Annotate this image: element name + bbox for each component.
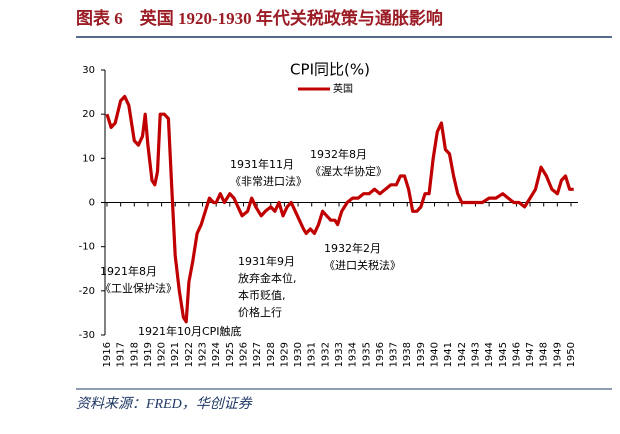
annotation: 1921年8月 bbox=[100, 264, 157, 278]
y-tick-label: -30 bbox=[79, 330, 95, 341]
x-tick-label: 1934 bbox=[348, 342, 359, 367]
chart-title: CPI同比(%) bbox=[290, 61, 370, 79]
x-tick-label: 1924 bbox=[211, 342, 222, 367]
header-title: 图表 6 英国 1920-1930 年代关税政策与通胀影响 bbox=[76, 8, 443, 28]
x-tick-label: 1938 bbox=[402, 342, 413, 367]
x-tick-label: 1936 bbox=[375, 342, 386, 367]
legend-label: 英国 bbox=[333, 82, 353, 95]
x-tick-label: 1942 bbox=[457, 342, 468, 367]
cpi-line bbox=[105, 94, 574, 324]
x-tick-label: 1940 bbox=[430, 342, 441, 367]
x-tick-label: 1948 bbox=[539, 342, 550, 367]
annotation: 1932年2月 bbox=[324, 241, 381, 255]
x-tick-label: 1931 bbox=[307, 342, 318, 367]
x-tick-label: 1926 bbox=[238, 342, 249, 367]
x-tick-label: 1921 bbox=[170, 342, 181, 367]
annotation: 1932年8月 bbox=[310, 147, 367, 161]
x-tick-label: 1928 bbox=[266, 342, 277, 367]
x-tick-label: 1918 bbox=[129, 342, 140, 367]
x-tick-label: 1946 bbox=[511, 342, 522, 367]
x-tick-label: 1920 bbox=[157, 342, 168, 367]
x-tick-label: 1945 bbox=[498, 342, 509, 367]
x-tick-label: 1937 bbox=[389, 342, 400, 367]
annotation: 本币贬值, bbox=[238, 288, 286, 302]
x-tick-label: 1933 bbox=[334, 342, 345, 367]
y-tick-label: 0 bbox=[89, 198, 95, 209]
y-tick-label: -10 bbox=[79, 242, 95, 253]
x-tick-label: 1923 bbox=[198, 342, 209, 367]
annotation: 放弃金本位, bbox=[238, 271, 297, 285]
x-tick-label: 1927 bbox=[252, 342, 263, 367]
x-tick-label: 1939 bbox=[416, 342, 427, 367]
annotation: 《非常进口法》 bbox=[230, 174, 307, 188]
x-tick-label: 1944 bbox=[484, 342, 495, 367]
x-tick-label: 1917 bbox=[116, 342, 127, 367]
x-tick-label: 1929 bbox=[279, 342, 290, 367]
source: 资料来源：FRED，华创证券 bbox=[76, 396, 253, 412]
x-tick-label: 1941 bbox=[443, 342, 454, 367]
x-tick-label: 1932 bbox=[320, 342, 331, 367]
x-tick-label: 1922 bbox=[184, 342, 195, 367]
annotation: 1921年10月CPI触底 bbox=[138, 324, 242, 338]
x-tick-label: 1916 bbox=[102, 342, 113, 367]
x-tick-label: 1925 bbox=[225, 342, 236, 367]
y-tick-label: -20 bbox=[79, 286, 95, 297]
x-tick-label: 1949 bbox=[552, 342, 563, 367]
y-tick-label: 10 bbox=[82, 153, 95, 164]
x-tick-label: 1935 bbox=[361, 342, 372, 367]
y-tick-label: 30 bbox=[82, 65, 95, 76]
x-tick-label: 1919 bbox=[143, 342, 154, 367]
annotation: 《工业保护法》 bbox=[100, 281, 177, 295]
annotation: 价格上行 bbox=[238, 305, 282, 319]
x-tick-label: 1943 bbox=[470, 342, 481, 367]
x-tick-label: 1950 bbox=[566, 342, 577, 367]
y-tick-label: 20 bbox=[82, 109, 95, 120]
annotation: 《进口关税法》 bbox=[324, 258, 401, 272]
annotation: 《渥太华协定》 bbox=[310, 164, 387, 178]
x-tick-label: 1930 bbox=[293, 342, 304, 367]
x-tick-label: 1947 bbox=[525, 342, 536, 367]
annotation: 1931年9月 bbox=[238, 254, 295, 268]
annotation: 1931年11月 bbox=[230, 157, 294, 171]
